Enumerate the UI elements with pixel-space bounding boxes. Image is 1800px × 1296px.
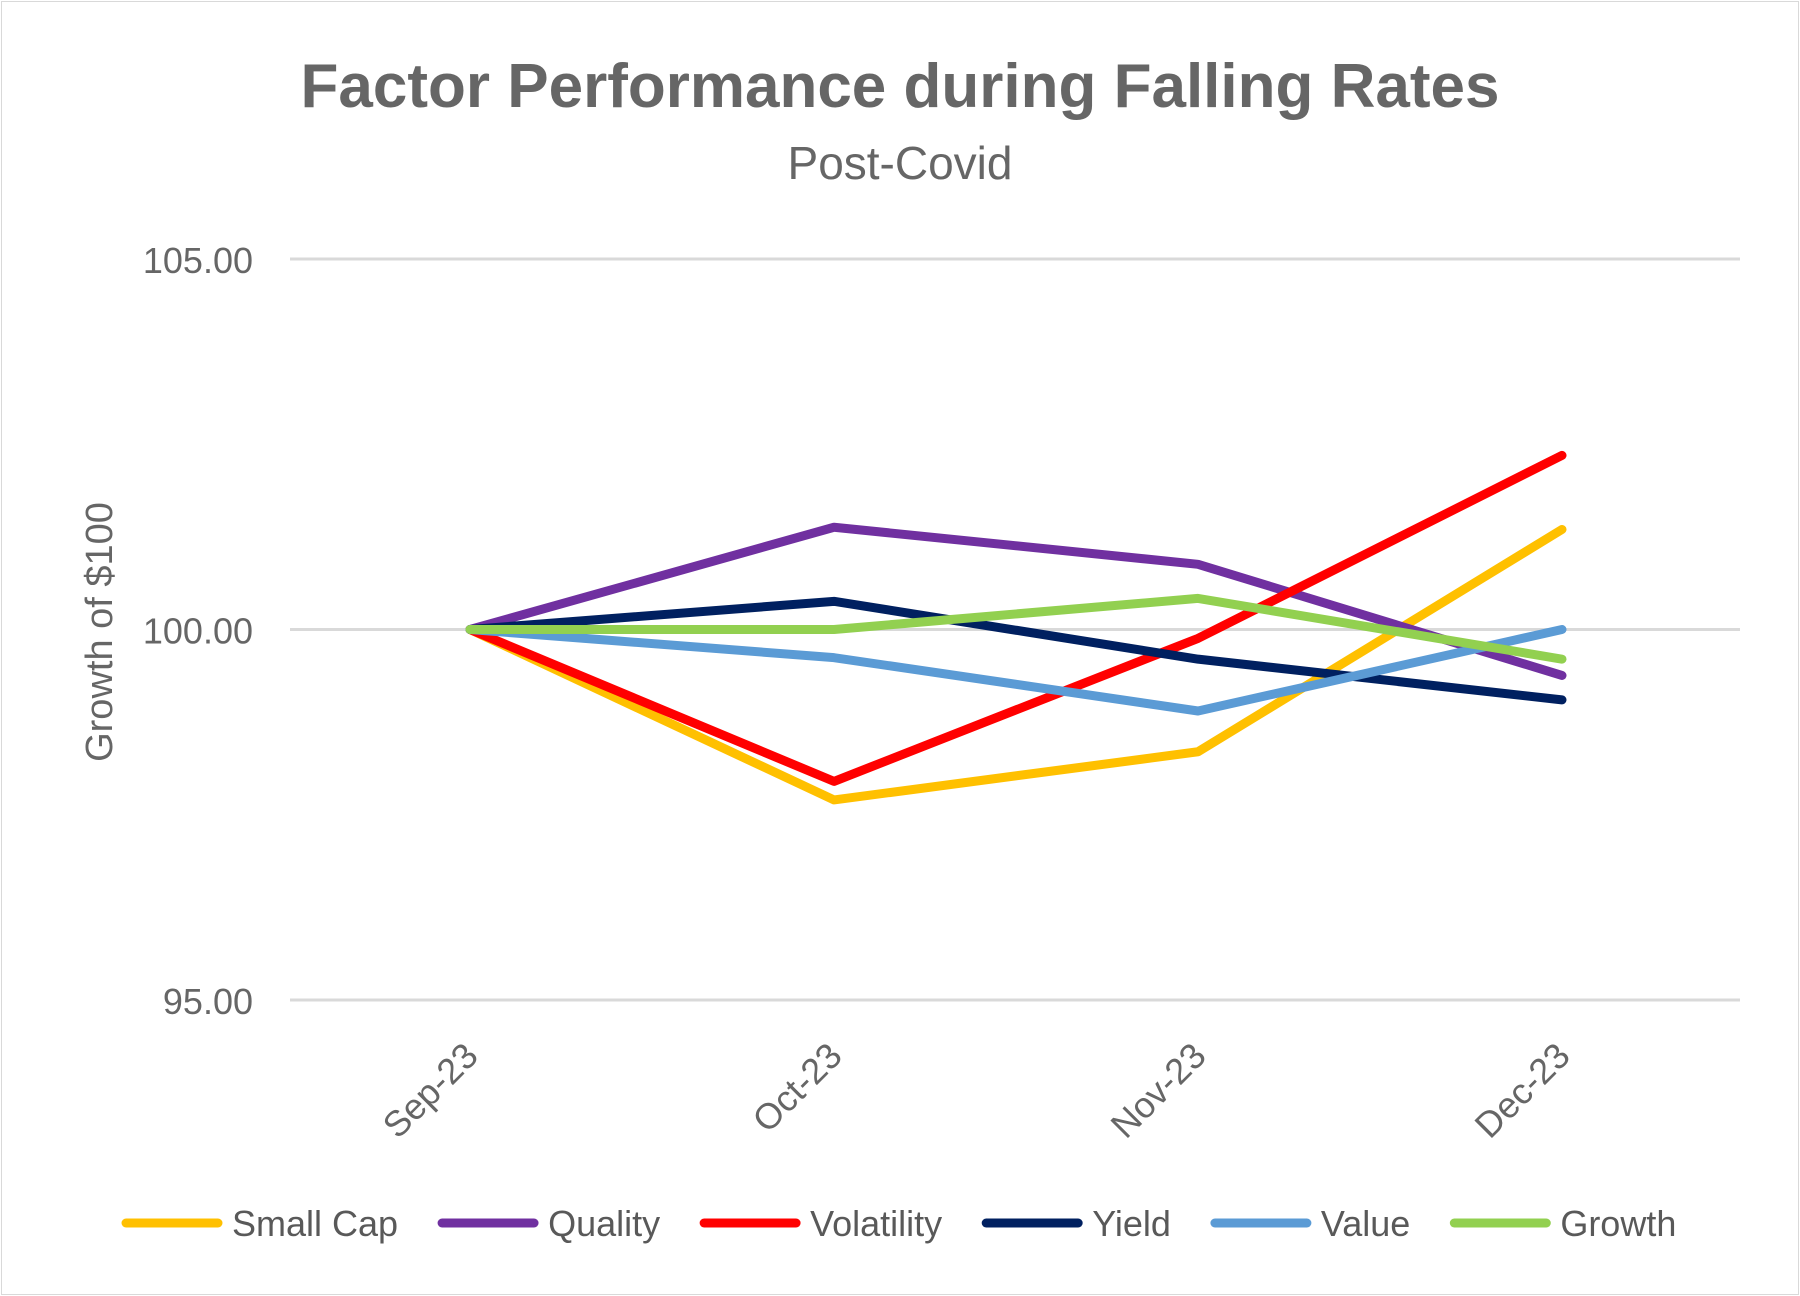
legend-item: Small Cap <box>121 1203 398 1244</box>
legend: Small Cap Quality Volatility Yield Value Grow… <box>121 1203 1676 1244</box>
legend-label: Small Cap <box>232 1203 398 1244</box>
series-line-quality <box>465 522 1567 680</box>
legend-item: Quality <box>437 1203 660 1244</box>
x-tick-label: Nov-23 <box>1103 1035 1214 1146</box>
y-tick-label: 100.00 <box>143 611 253 652</box>
legend-item: Volatility <box>699 1203 942 1244</box>
legend-item: Growth <box>1449 1203 1676 1244</box>
series-line-yield <box>465 596 1567 705</box>
x-tick-label: Oct-23 <box>744 1035 849 1140</box>
legend-item: Yield <box>981 1203 1171 1244</box>
chart-subtitle: Post-Covid <box>788 137 1013 189</box>
series-line-growth <box>465 593 1567 664</box>
legend-label: Yield <box>1092 1203 1171 1244</box>
y-axis-ticks: 95.00 100.00 105.00 <box>143 240 253 1022</box>
y-tick-label: 95.00 <box>163 981 253 1022</box>
y-axis-title: Growth of $100 <box>79 502 121 762</box>
legend-label: Value <box>1321 1203 1410 1244</box>
legend-label: Growth <box>1560 1203 1676 1244</box>
legend-label: Quality <box>548 1203 660 1244</box>
series-line-volatility <box>465 450 1567 786</box>
x-tick-label: Dec-23 <box>1467 1035 1578 1146</box>
x-tick-label: Sep-23 <box>375 1035 486 1146</box>
series-line-value <box>465 625 1567 716</box>
series-line-small-cap <box>465 524 1567 805</box>
x-axis-ticks: Sep-23 Oct-23 Nov-23 Dec-23 <box>375 1035 1578 1146</box>
series-lines <box>465 450 1567 805</box>
y-tick-label: 105.00 <box>143 240 253 281</box>
chart-title: Factor Performance during Falling Rates <box>301 52 1500 121</box>
legend-label: Volatility <box>810 1203 942 1244</box>
legend-item: Value <box>1210 1203 1410 1244</box>
